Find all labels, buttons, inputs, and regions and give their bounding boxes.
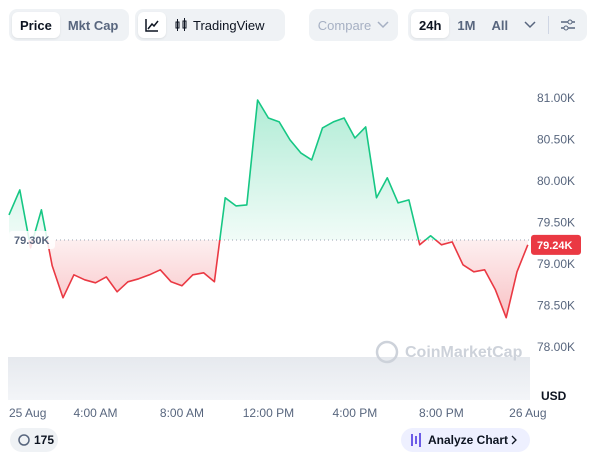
x-tick-label: 4:00 PM [333, 406, 378, 420]
x-tick-label: 12:00 PM [243, 406, 294, 420]
price-line [8, 99, 529, 319]
tradingview-button[interactable]: TradingView [166, 12, 273, 38]
range-group: 24h 1M All [408, 9, 587, 41]
tab[interactable]: Mkt Cap [67, 17, 119, 33]
x-tick-label: 8:00 AM [160, 406, 204, 420]
analyze-button[interactable] [401, 428, 530, 452]
area [9, 100, 528, 318]
y-tick-label: 79.50K [537, 216, 575, 230]
tab[interactable]: Price [12, 12, 60, 38]
range-button[interactable]: 1M [457, 17, 476, 33]
analyze-label: Analyze Chart [428, 433, 508, 447]
history-icon [18, 434, 30, 446]
y-tick-label: 78.50K [537, 298, 575, 312]
settings-button[interactable] [553, 12, 583, 38]
x-tick-label: 4:00 AM [73, 406, 117, 420]
line-style-button[interactable] [138, 12, 166, 38]
badge-count: 175 [34, 433, 54, 447]
x-tick-label: 26 Aug [509, 406, 546, 420]
y-tick-label: 80.50K [537, 133, 575, 147]
y-tick-label: 80.00K [537, 174, 575, 188]
watermark: CoinMarketCap [375, 340, 523, 364]
tab-group: Price Mkt Cap [9, 9, 130, 41]
range-more[interactable] [516, 12, 544, 38]
baseline-tag [9, 230, 55, 249]
y-tick-label: 79.00K [537, 257, 575, 271]
y-unit: USD [541, 389, 567, 403]
compare-button[interactable]: Compare [309, 9, 398, 41]
watermark-text: CoinMarketCap [405, 344, 523, 361]
divider [548, 16, 550, 34]
range-button[interactable]: 24h [411, 12, 450, 38]
x-tick-label: 25 Aug [9, 406, 46, 420]
settings-icon [561, 19, 576, 31]
range-button[interactable]: All [491, 17, 509, 33]
compare-label: Compare [317, 17, 372, 33]
badge[interactable] [10, 428, 58, 452]
last-price-tag [531, 234, 581, 255]
volume-area [8, 357, 530, 400]
y-tick-label: 81.00K [537, 91, 575, 105]
candle-icon [175, 18, 187, 31]
analyze-icon [411, 433, 421, 447]
line-icon [145, 19, 159, 32]
chevron [377, 21, 389, 29]
tradingview-label: TradingView [193, 17, 265, 33]
chevron [511, 435, 517, 445]
last-price-label: 79.24K [537, 240, 573, 252]
y-tick-label: 78.00K [537, 340, 575, 354]
x-tick-label: 8:00 PM [419, 406, 464, 420]
chevron [524, 21, 536, 29]
baseline-label: 79.30K [14, 235, 50, 247]
style-group: TradingView [135, 9, 285, 41]
